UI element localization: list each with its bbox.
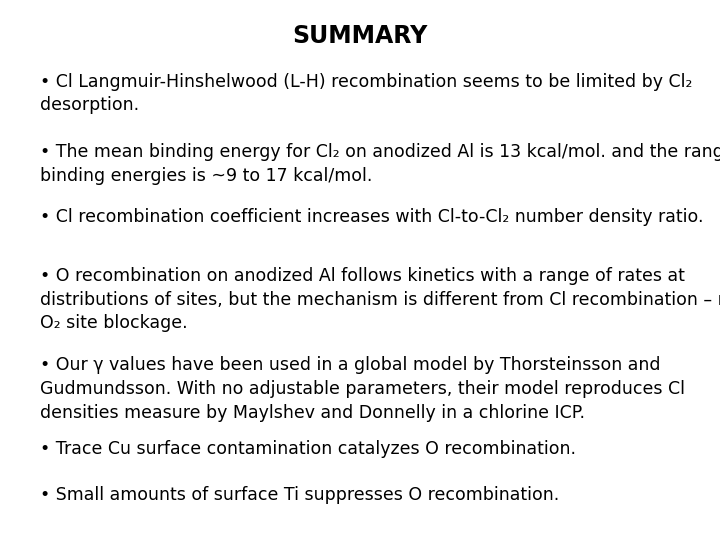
Text: • The mean binding energy for Cl₂ on anodized Al is 13 kcal/mol. and the range o: • The mean binding energy for Cl₂ on ano…	[40, 143, 720, 185]
Text: • O recombination on anodized Al follows kinetics with a range of rates at
distr: • O recombination on anodized Al follows…	[40, 267, 720, 333]
Text: • Cl Langmuir-Hinshelwood (L-H) recombination seems to be limited by Cl₂
desorpt: • Cl Langmuir-Hinshelwood (L-H) recombin…	[40, 73, 692, 114]
Text: • Cl recombination coefficient increases with Cl-to-Cl₂ number density ratio.: • Cl recombination coefficient increases…	[40, 208, 703, 226]
Text: • Our γ values have been used in a global model by Thorsteinsson and
Gudmundsson: • Our γ values have been used in a globa…	[40, 356, 685, 422]
Text: • Trace Cu surface contamination catalyzes O recombination.: • Trace Cu surface contamination catalyz…	[40, 440, 575, 458]
Text: • Small amounts of surface Ti suppresses O recombination.: • Small amounts of surface Ti suppresses…	[40, 486, 559, 504]
Text: SUMMARY: SUMMARY	[292, 24, 428, 48]
